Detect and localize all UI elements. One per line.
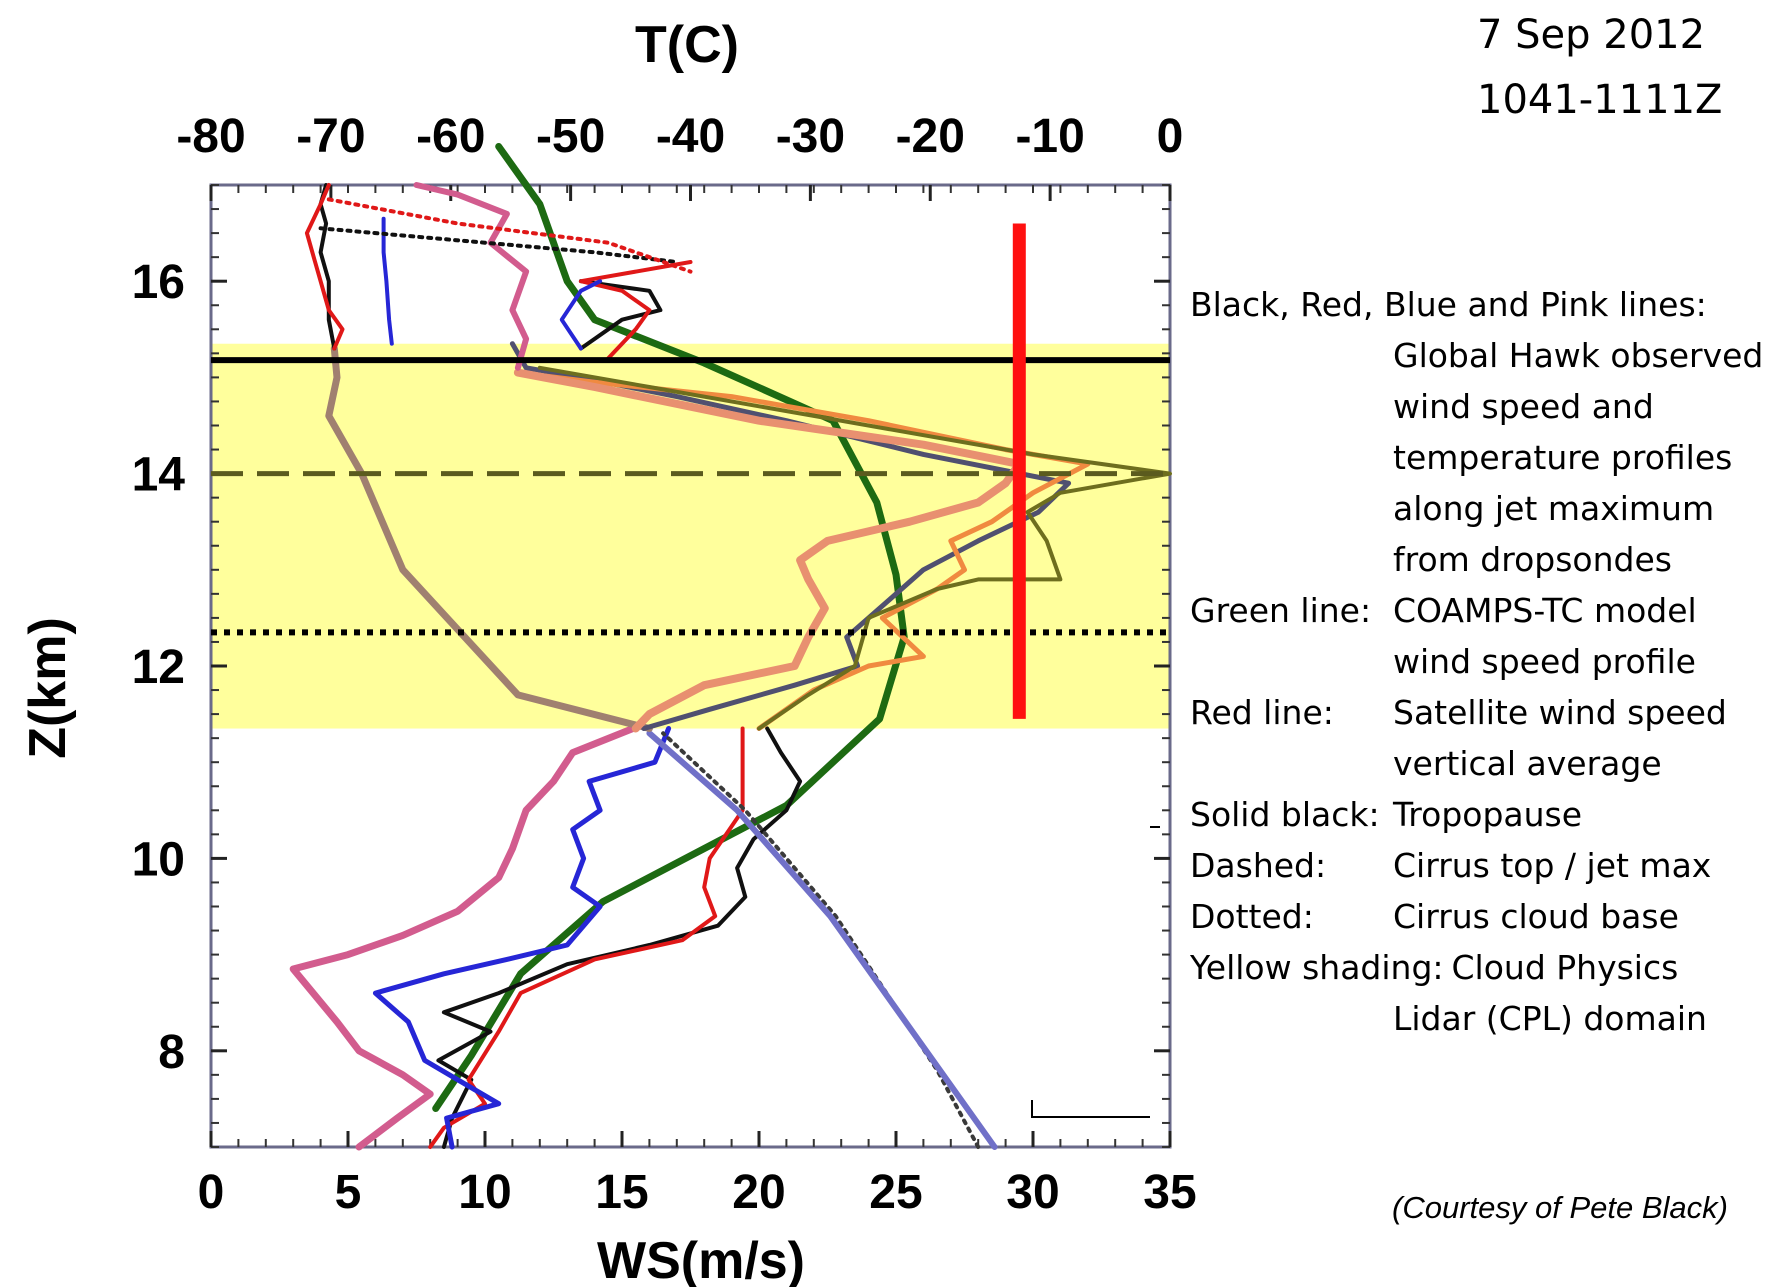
legend-label: Solid black: bbox=[1190, 795, 1380, 834]
legend-description: COAMPS-TC model bbox=[1393, 591, 1697, 630]
dropsonde-series-line bbox=[515, 370, 1091, 731]
legend-row: temperature profiles bbox=[1190, 438, 1785, 489]
legend-label: Black, Red, Blue and Pink lines: bbox=[1190, 285, 1707, 324]
dropsonde-series-line bbox=[537, 365, 1172, 731]
ws-tick-label: 0 bbox=[198, 1166, 225, 1219]
dropsonde-series-line bbox=[661, 731, 981, 1149]
temperature-tick-label: -40 bbox=[656, 110, 725, 163]
legend-row: Global Hawk observed bbox=[1190, 336, 1785, 387]
dropsonde-series-line bbox=[326, 197, 693, 274]
legend-row: wind speed profile bbox=[1190, 642, 1785, 693]
temperature-tick-label: -50 bbox=[536, 110, 605, 163]
legend-label: Dashed: bbox=[1190, 846, 1327, 885]
z-tick-label: 10 bbox=[132, 833, 185, 886]
dropsonde-series-line bbox=[318, 226, 679, 264]
ws-tick-label: 20 bbox=[732, 1166, 785, 1219]
ws-tick-label: 10 bbox=[458, 1166, 511, 1219]
temperature-axis-tick-labels: -80 -70 -60 -50 -40 -30 -20 -10 0 bbox=[176, 110, 1183, 163]
ws-tick-label: 5 bbox=[335, 1166, 362, 1219]
legend-row: Black, Red, Blue and Pink lines: bbox=[1190, 285, 1785, 336]
temperature-tick-label: -10 bbox=[1015, 110, 1084, 163]
legend-description: along jet maximum bbox=[1393, 489, 1715, 528]
legend-description: Lidar (CPL) domain bbox=[1393, 999, 1707, 1038]
dropsonde-series-line bbox=[513, 368, 1024, 733]
dropsonde-series-line bbox=[559, 279, 603, 351]
temperature-tick-label: -30 bbox=[776, 110, 845, 163]
legend-description: from dropsondes bbox=[1393, 540, 1672, 579]
legend-label: Red line: bbox=[1190, 693, 1334, 732]
legend-bracket-mark bbox=[1031, 1100, 1150, 1118]
temperature-tick-label: -80 bbox=[176, 110, 245, 163]
legend-row: Dotted: Cirrus cloud base bbox=[1190, 897, 1785, 948]
dropsonde-series-line bbox=[304, 183, 345, 351]
dropsonde-series-line bbox=[646, 730, 998, 1150]
legend-description: vertical average bbox=[1393, 744, 1662, 783]
dropsonde-series-line bbox=[372, 726, 672, 1150]
legend-description: temperature profiles bbox=[1393, 438, 1733, 477]
ws-axis-title: WS(m/s) bbox=[597, 1232, 805, 1287]
legend-label: Dotted: bbox=[1190, 897, 1314, 936]
legend-row: Solid black: Tropopause bbox=[1190, 795, 1785, 846]
dropsonde-series-line bbox=[381, 216, 394, 346]
legend-description: Cirrus top / jet max bbox=[1393, 846, 1712, 885]
legend-description: Global Hawk observed bbox=[1393, 336, 1764, 375]
legend-row: Green line: COAMPS-TC model bbox=[1190, 591, 1785, 642]
legend-description: wind speed and bbox=[1393, 387, 1654, 426]
legend-description: Cirrus cloud base bbox=[1393, 897, 1679, 936]
legend-row: along jet maximum bbox=[1190, 489, 1785, 540]
legend-row: Yellow shading: Cloud Physics bbox=[1190, 948, 1785, 999]
dropsonde-series-line bbox=[413, 182, 530, 371]
legend-description: wind speed profile bbox=[1393, 642, 1696, 681]
legend-row: Dashed: Cirrus top / jet max bbox=[1190, 846, 1785, 897]
ws-tick-label: 30 bbox=[1006, 1166, 1059, 1219]
ws-tick-label: 15 bbox=[595, 1166, 648, 1219]
legend-label: Green line: bbox=[1190, 591, 1372, 630]
legend-row: Lidar (CPL) domain bbox=[1190, 999, 1785, 1050]
ws-tick-label: 25 bbox=[869, 1166, 922, 1219]
ws-tick-label: 35 bbox=[1143, 1166, 1196, 1219]
time-range-label: 1041-1111Z bbox=[1477, 77, 1723, 123]
z-axis-tick-labels: 8 10 12 14 16 bbox=[132, 256, 186, 1079]
temperature-tick-label: 0 bbox=[1157, 110, 1184, 163]
z-tick-label: 8 bbox=[158, 1026, 185, 1079]
dropsonde-series-line bbox=[578, 279, 663, 351]
legend-label: Yellow shading: bbox=[1190, 948, 1444, 987]
series-layer bbox=[289, 143, 1172, 1151]
date-label: 7 Sep 2012 bbox=[1477, 12, 1706, 58]
ws-axis-tick-labels: 0 5 10 15 20 25 30 35 bbox=[198, 1166, 1197, 1219]
z-tick-label: 16 bbox=[132, 256, 185, 309]
temperature-tick-label: -20 bbox=[896, 110, 965, 163]
dropsonde-series-line bbox=[289, 725, 637, 1151]
z-axis-title: Z(km) bbox=[19, 617, 77, 759]
legend-row: vertical average bbox=[1190, 744, 1785, 795]
legend: Black, Red, Blue and Pink lines: Global H… bbox=[1190, 285, 1785, 1050]
dropsonde-series-line bbox=[318, 183, 337, 351]
temperature-tick-label: -60 bbox=[416, 110, 485, 163]
z-tick-label: 12 bbox=[132, 641, 185, 694]
legend-row: Red line: Satellite wind speed bbox=[1190, 693, 1785, 744]
legend-description: Tropopause bbox=[1393, 795, 1583, 834]
z-tick-label: 14 bbox=[132, 449, 186, 502]
dropsonde-series-line bbox=[436, 726, 803, 1149]
temperature-axis-title: T(C) bbox=[635, 16, 739, 74]
courtesy-credit: (Courtesy of Pete Black) bbox=[1392, 1190, 1728, 1225]
legend-row: wind speed and bbox=[1190, 387, 1785, 438]
legend-row: from dropsondes bbox=[1190, 540, 1785, 591]
temperature-tick-label: -70 bbox=[296, 110, 365, 163]
dropsonde-series-line bbox=[578, 260, 693, 361]
legend-description: Satellite wind speed bbox=[1393, 693, 1727, 732]
dropsonde-series-line bbox=[428, 726, 745, 1149]
legend-description: Cloud Physics bbox=[1451, 948, 1679, 987]
